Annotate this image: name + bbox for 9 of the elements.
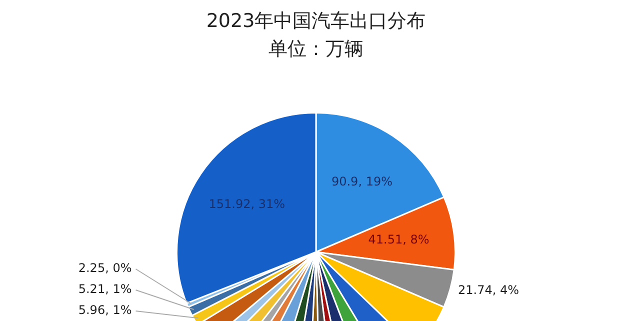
data-label: 21.74, 4% — [458, 282, 520, 297]
data-label: 90.9, 19% — [331, 174, 393, 188]
chart-subtitle: 单位：万辆 — [268, 37, 364, 62]
chart-title: 2023年中国汽车出口分布 — [205, 9, 427, 34]
data-label: 5.21, 1% — [78, 282, 132, 296]
data-label: 41.51, 8% — [368, 232, 430, 247]
data-label: 5.96, 1% — [78, 303, 132, 318]
data-label: 151.92, 31% — [208, 197, 286, 212]
data-label: 2.25, 0% — [78, 261, 132, 276]
